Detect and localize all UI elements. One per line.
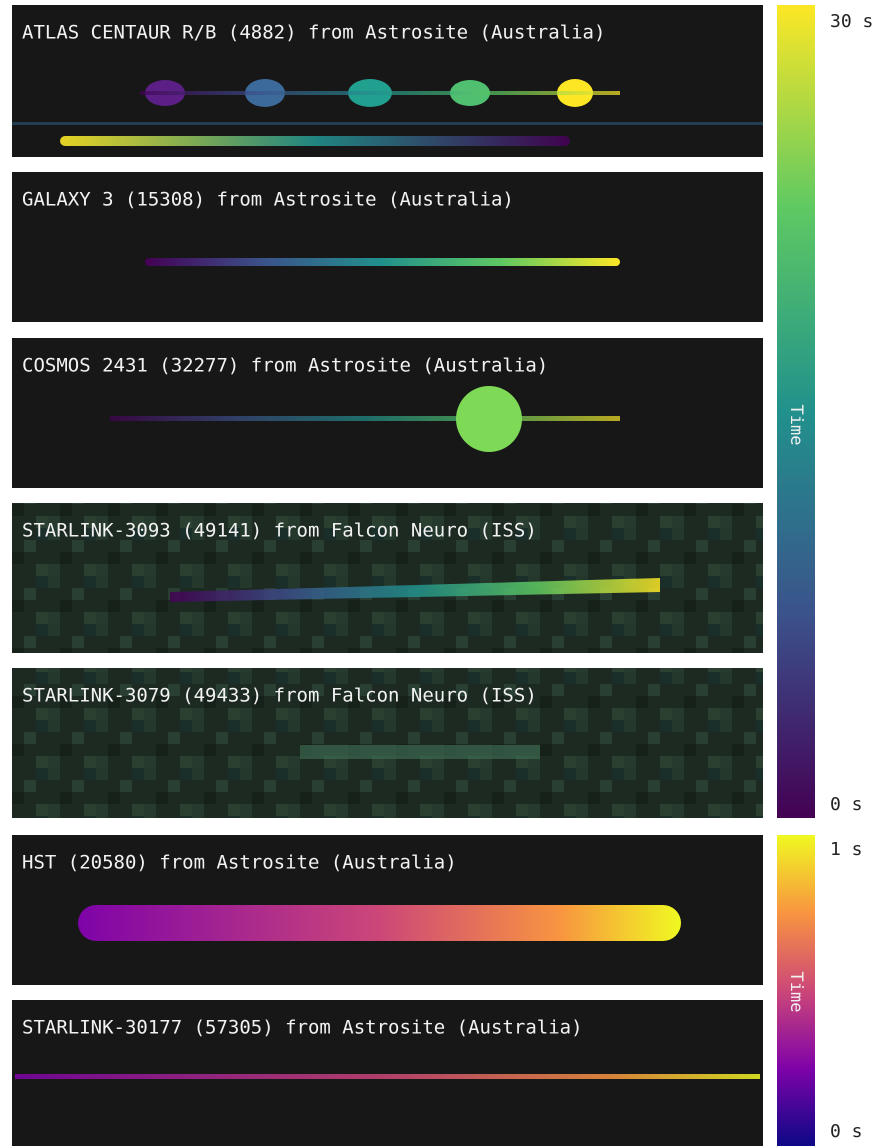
colorbar-max: 1 s: [830, 839, 863, 860]
colorbar-max: 30 s: [830, 11, 873, 32]
colorbar-label: Time: [786, 405, 806, 446]
streak: [78, 905, 681, 941]
streak: [145, 258, 620, 266]
panel-title: COSMOS 2431 (32277) from Astrosite (Aust…: [22, 355, 548, 377]
panel-title: STARLINK-30177 (57305) from Astrosite (A…: [22, 1017, 583, 1039]
panel-title: STARLINK-3079 (49433) from Falcon Neuro …: [22, 685, 537, 707]
streak: [12, 122, 763, 125]
colorbar-min: 0 s: [830, 794, 863, 815]
panel-title: GALAXY 3 (15308) from Astrosite (Austral…: [22, 189, 514, 211]
figure: ATLAS CENTAUR R/B (4882) from Astrosite …: [0, 0, 886, 1146]
panel-title: ATLAS CENTAUR R/B (4882) from Astrosite …: [22, 22, 605, 44]
streak: [110, 416, 620, 421]
streak: [140, 91, 620, 95]
colorbar-label: Time: [786, 972, 806, 1013]
streak: [300, 745, 540, 759]
panel-title: STARLINK-3093 (49141) from Falcon Neuro …: [22, 520, 537, 542]
panel-title: HST (20580) from Astrosite (Australia): [22, 852, 457, 874]
streak: [60, 136, 570, 146]
blob: [456, 386, 522, 452]
colorbar-min: 0 s: [830, 1121, 863, 1142]
streak: [15, 1074, 760, 1079]
